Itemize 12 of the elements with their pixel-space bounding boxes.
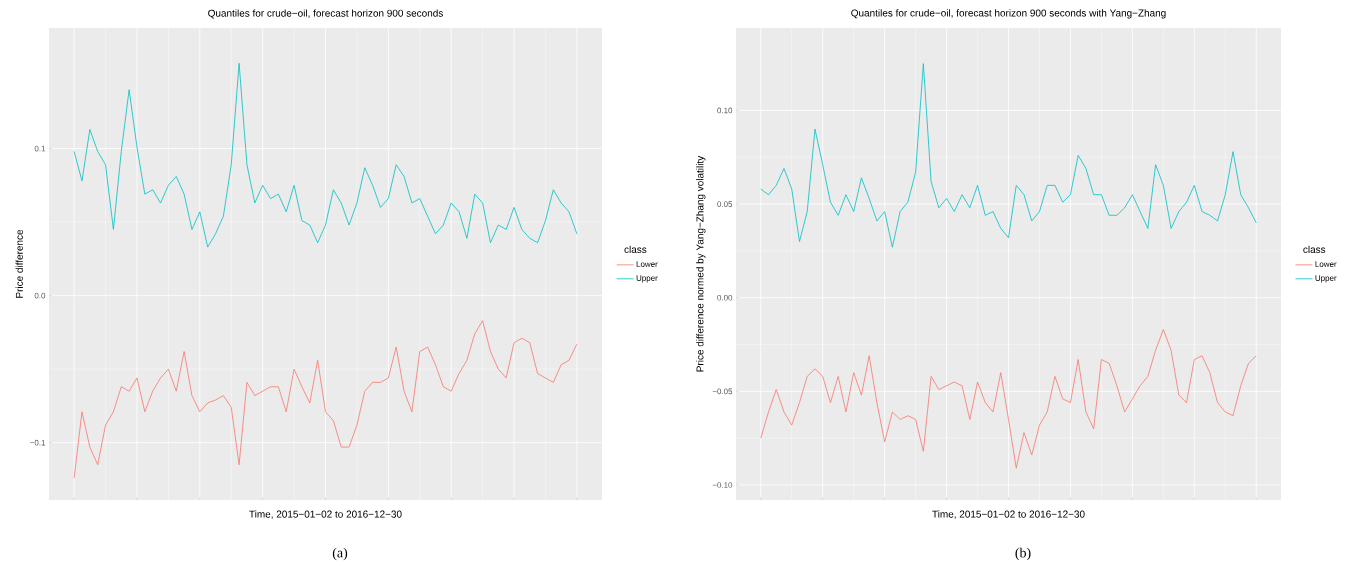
line-series	[760, 63, 1257, 248]
x-axis-title: Time, 2015−01−02 to 2016−12−30	[932, 510, 1085, 519]
y-axis-title: Price difference	[15, 229, 23, 298]
text: (a)	[332, 547, 348, 561]
x-axis-title: Time, 2015−01−02 to 2016−12−30	[249, 510, 402, 519]
y-axis-title: Price difference normed by Yang−Zhang volatility	[696, 155, 706, 372]
chart-title: Quantiles for crude−oil, forecast horizon 900 seconds with Yang−Zhang	[851, 9, 1166, 19]
text: (b)	[1015, 547, 1031, 561]
legend-title: class	[1303, 245, 1326, 253]
chart-title: Quantiles for crude−oil, forecast horizon 900 seconds	[208, 9, 443, 19]
legend-title: class	[624, 245, 647, 253]
line-series	[73, 62, 578, 248]
